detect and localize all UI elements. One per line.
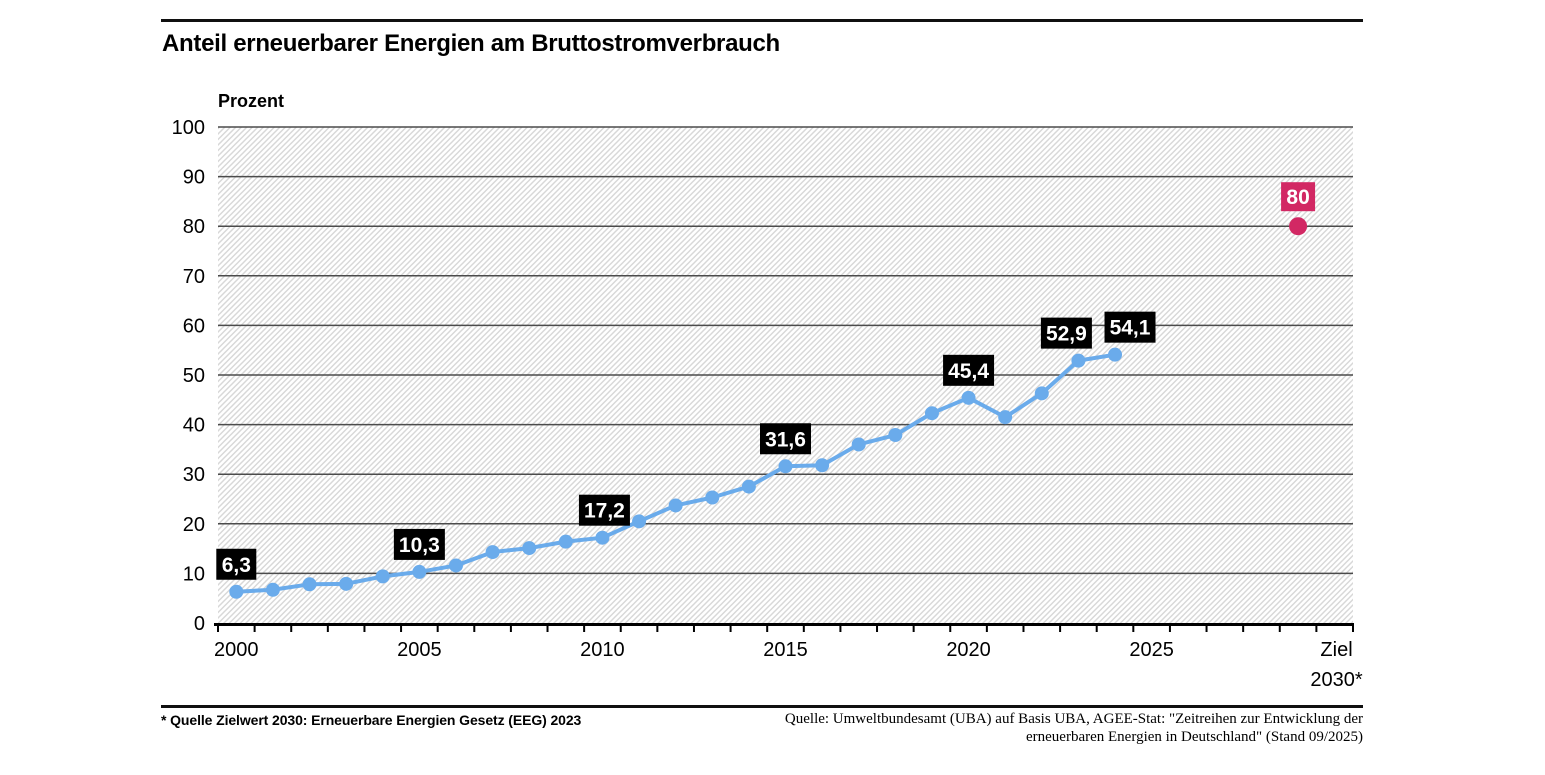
- x-axis-end-label: 2030*: [1310, 669, 1362, 691]
- y-tick-label: 60: [183, 315, 205, 337]
- data-label: 17,2: [578, 494, 630, 526]
- data-point: [375, 569, 390, 584]
- data-point: [632, 514, 647, 529]
- data-point: [1071, 353, 1086, 368]
- data-point: [998, 410, 1013, 425]
- data-point: [851, 437, 866, 452]
- data-point: [961, 390, 976, 405]
- data-point: [522, 541, 537, 556]
- data-source-line-2: erneuerbaren Energien in Deutschland" (S…: [1026, 728, 1363, 745]
- target-label-box: [1281, 182, 1316, 212]
- target-label-text: 80: [1286, 186, 1309, 209]
- data-label: 6,3: [216, 548, 257, 580]
- data-label-box: [943, 354, 995, 386]
- data-label-box: [1040, 317, 1092, 349]
- y-tick-label: 10: [183, 563, 205, 585]
- y-tick-label: 0: [194, 613, 205, 635]
- data-point: [1034, 386, 1049, 401]
- data-point: [229, 584, 244, 599]
- data-source: Quelle: Umweltbundesamt (UBA) auf Basis …: [763, 711, 1363, 746]
- data-label-box: [216, 548, 257, 580]
- top-rule: [161, 19, 1363, 22]
- y-tick-label: 100: [172, 117, 205, 139]
- data-point: [595, 530, 610, 545]
- data-point: [558, 534, 573, 549]
- data-label-text: 17,2: [584, 500, 625, 523]
- data-point: [741, 479, 756, 494]
- data-point: [265, 582, 280, 597]
- x-tick-label: 2000: [214, 639, 259, 661]
- data-label-text: 54,1: [1110, 317, 1151, 340]
- data-label-text: 6,3: [222, 554, 251, 577]
- data-point: [924, 406, 939, 421]
- data-label-box: [393, 528, 445, 560]
- data-point: [705, 490, 720, 505]
- data-point: [339, 576, 354, 591]
- data-label-box: [578, 494, 630, 526]
- data-label-text: 52,9: [1046, 323, 1087, 346]
- data-point: [485, 545, 500, 560]
- y-tick-label: 80: [183, 216, 205, 238]
- y-tick-label: 90: [183, 167, 205, 189]
- data-label-text: 10,3: [399, 534, 440, 557]
- data-label: 31,6: [760, 423, 811, 455]
- data-point: [448, 558, 463, 573]
- data-point: [815, 458, 830, 473]
- data-label-text: 45,4: [948, 360, 989, 383]
- y-tick-label: 20: [183, 514, 205, 536]
- data-label-text: 31,6: [765, 428, 806, 451]
- x-tick-label: 2020: [946, 639, 991, 661]
- data-point: [888, 428, 903, 443]
- data-point: [668, 498, 683, 513]
- x-tick-label: 2015: [763, 639, 808, 661]
- data-label: 54,1: [1104, 311, 1156, 343]
- data-point: [778, 459, 793, 474]
- data-label-box: [760, 423, 811, 455]
- data-label: 45,4: [943, 354, 995, 386]
- y-tick-label: 70: [183, 266, 205, 288]
- data-point: [412, 564, 427, 579]
- y-tick-label: 50: [183, 365, 205, 387]
- target-label: 80: [1281, 182, 1316, 212]
- y-tick-label: 40: [183, 415, 205, 437]
- data-point: [1108, 347, 1123, 362]
- x-tick-label: 2025: [1129, 639, 1174, 661]
- y-tick-label: 30: [183, 464, 205, 486]
- x-axis-end-label: Ziel: [1320, 639, 1352, 661]
- page-title: Anteil erneuerbarer Energien am Bruttost…: [162, 30, 780, 57]
- y-axis-title: Prozent: [218, 91, 285, 111]
- footnote-target-source: * Quelle Zielwert 2030: Erneuerbare Ener…: [161, 712, 582, 728]
- bottom-rule: [161, 705, 1363, 708]
- data-label: 52,9: [1040, 317, 1092, 349]
- x-tick-label: 2005: [397, 639, 442, 661]
- data-source-line-1: Quelle: Umweltbundesamt (UBA) auf Basis …: [784, 711, 1363, 727]
- data-label: 10,3: [393, 528, 445, 560]
- target-point: [1289, 217, 1308, 236]
- data-point: [302, 577, 317, 592]
- x-tick-label: 2010: [580, 639, 625, 661]
- data-label-box: [1104, 311, 1156, 343]
